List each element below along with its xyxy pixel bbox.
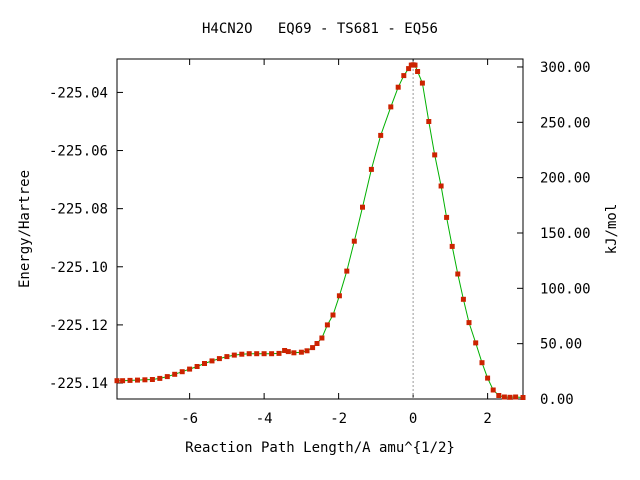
plot-frame	[116, 58, 524, 400]
data-point	[164, 374, 170, 380]
data-point	[479, 360, 485, 366]
data-point	[254, 351, 260, 357]
data-point	[304, 348, 310, 354]
data-point	[291, 350, 297, 356]
data-point	[282, 348, 288, 353]
data-point	[149, 377, 155, 382]
data-point	[473, 340, 479, 346]
data-point	[314, 341, 320, 346]
x-axis-label: Reaction Path Length/A amu^{1/2}	[185, 440, 455, 456]
data-point	[455, 271, 461, 277]
data-point	[438, 183, 444, 189]
data-point	[401, 73, 407, 79]
data-point	[419, 80, 425, 86]
data-point	[460, 296, 466, 302]
data-point	[395, 84, 401, 90]
data-point	[142, 377, 148, 383]
data-point	[412, 62, 418, 68]
data-point	[449, 243, 455, 249]
y-right-tick-label: 200.00	[540, 171, 591, 187]
data-point	[432, 152, 438, 158]
y-left-tick-label: -225.12	[49, 318, 108, 334]
data-point	[490, 387, 496, 393]
data-point	[351, 238, 357, 244]
y-left-tick-label: -225.08	[49, 202, 108, 218]
y-left-tick-label: -225.14	[49, 376, 108, 392]
y-right-tick-label: 50.00	[540, 337, 582, 353]
y-right-tick-label: 250.00	[540, 115, 591, 131]
y-axis-label-left: Energy/Hartree	[17, 170, 33, 288]
data-point	[444, 214, 450, 220]
data-point	[330, 312, 336, 318]
data-point	[520, 395, 526, 400]
y-right-tick-label: 0.00	[540, 392, 574, 408]
data-point	[298, 349, 304, 355]
data-point	[285, 349, 291, 355]
data-point	[261, 351, 267, 357]
data-point	[426, 119, 432, 124]
y-axis-label-right: kJ/mol	[604, 204, 620, 255]
data-point	[202, 361, 207, 366]
data-point	[507, 394, 513, 400]
data-point	[224, 354, 230, 360]
data-point	[216, 356, 222, 362]
x-tick-label: 2	[483, 411, 491, 427]
data-point	[172, 371, 178, 377]
data-point	[246, 351, 252, 357]
data-point	[179, 369, 185, 375]
energy-curve	[117, 64, 524, 398]
data-point	[324, 322, 330, 328]
y-left-tick-label: -225.10	[49, 260, 108, 276]
data-point	[378, 132, 384, 138]
y-right-tick-label: 100.00	[540, 281, 591, 297]
data-point	[209, 358, 215, 364]
data-point	[310, 345, 316, 351]
data-point	[501, 394, 507, 400]
x-tick-label: 0	[409, 411, 417, 427]
y-left-tick-label: -225.04	[49, 85, 108, 101]
data-point	[114, 378, 120, 384]
data-point	[336, 293, 342, 299]
data-point	[231, 352, 237, 358]
data-point	[496, 393, 502, 398]
y-right-tick-label: 150.00	[540, 226, 591, 242]
data-point	[406, 66, 412, 72]
data-point	[187, 366, 193, 372]
data-point	[415, 69, 421, 74]
data-point	[135, 377, 140, 383]
data-point	[388, 104, 394, 110]
y-right-tick-label: 300.00	[540, 60, 591, 76]
data-point	[269, 351, 275, 357]
data-point	[485, 375, 491, 381]
data-point	[194, 364, 200, 369]
data-point	[360, 204, 365, 210]
data-point	[344, 268, 350, 274]
chart-title: H4CN2O EQ69 - TS681 - EQ56	[202, 21, 438, 37]
data-point	[157, 375, 163, 381]
data-point	[513, 394, 519, 400]
data-point	[319, 335, 325, 341]
y-left-tick-label: -225.06	[49, 144, 108, 160]
data-point	[120, 378, 126, 384]
data-point	[239, 351, 245, 357]
x-tick-label: -6	[181, 411, 198, 427]
data-point	[127, 377, 133, 383]
x-tick-label: -4	[256, 411, 273, 427]
data-point	[276, 350, 282, 356]
data-point	[368, 166, 374, 172]
data-point	[466, 320, 472, 326]
x-tick-label: -2	[330, 411, 347, 427]
